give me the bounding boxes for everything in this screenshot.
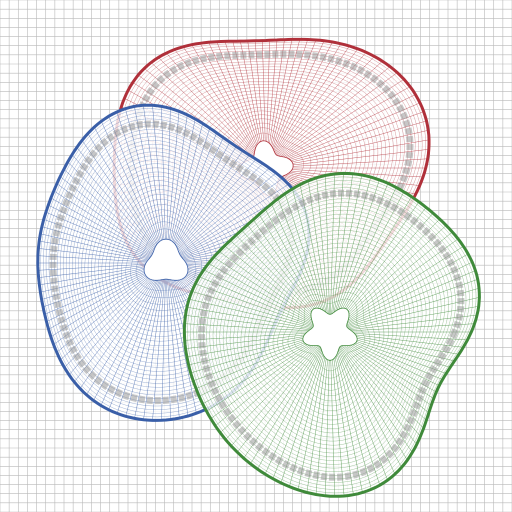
overset-meshes (36, 37, 481, 498)
green-mesh-overlap-band (198, 189, 465, 481)
green-mesh-radial-lines (184, 173, 480, 497)
green-mesh-outer-boundary (182, 171, 481, 498)
green-mesh-ring-lines (187, 176, 477, 494)
green-mesh-inner-body (302, 307, 358, 361)
blue-mesh-inner-body (143, 238, 189, 281)
blue-mesh-ring-lines (40, 108, 306, 418)
green-mesh (182, 171, 481, 498)
